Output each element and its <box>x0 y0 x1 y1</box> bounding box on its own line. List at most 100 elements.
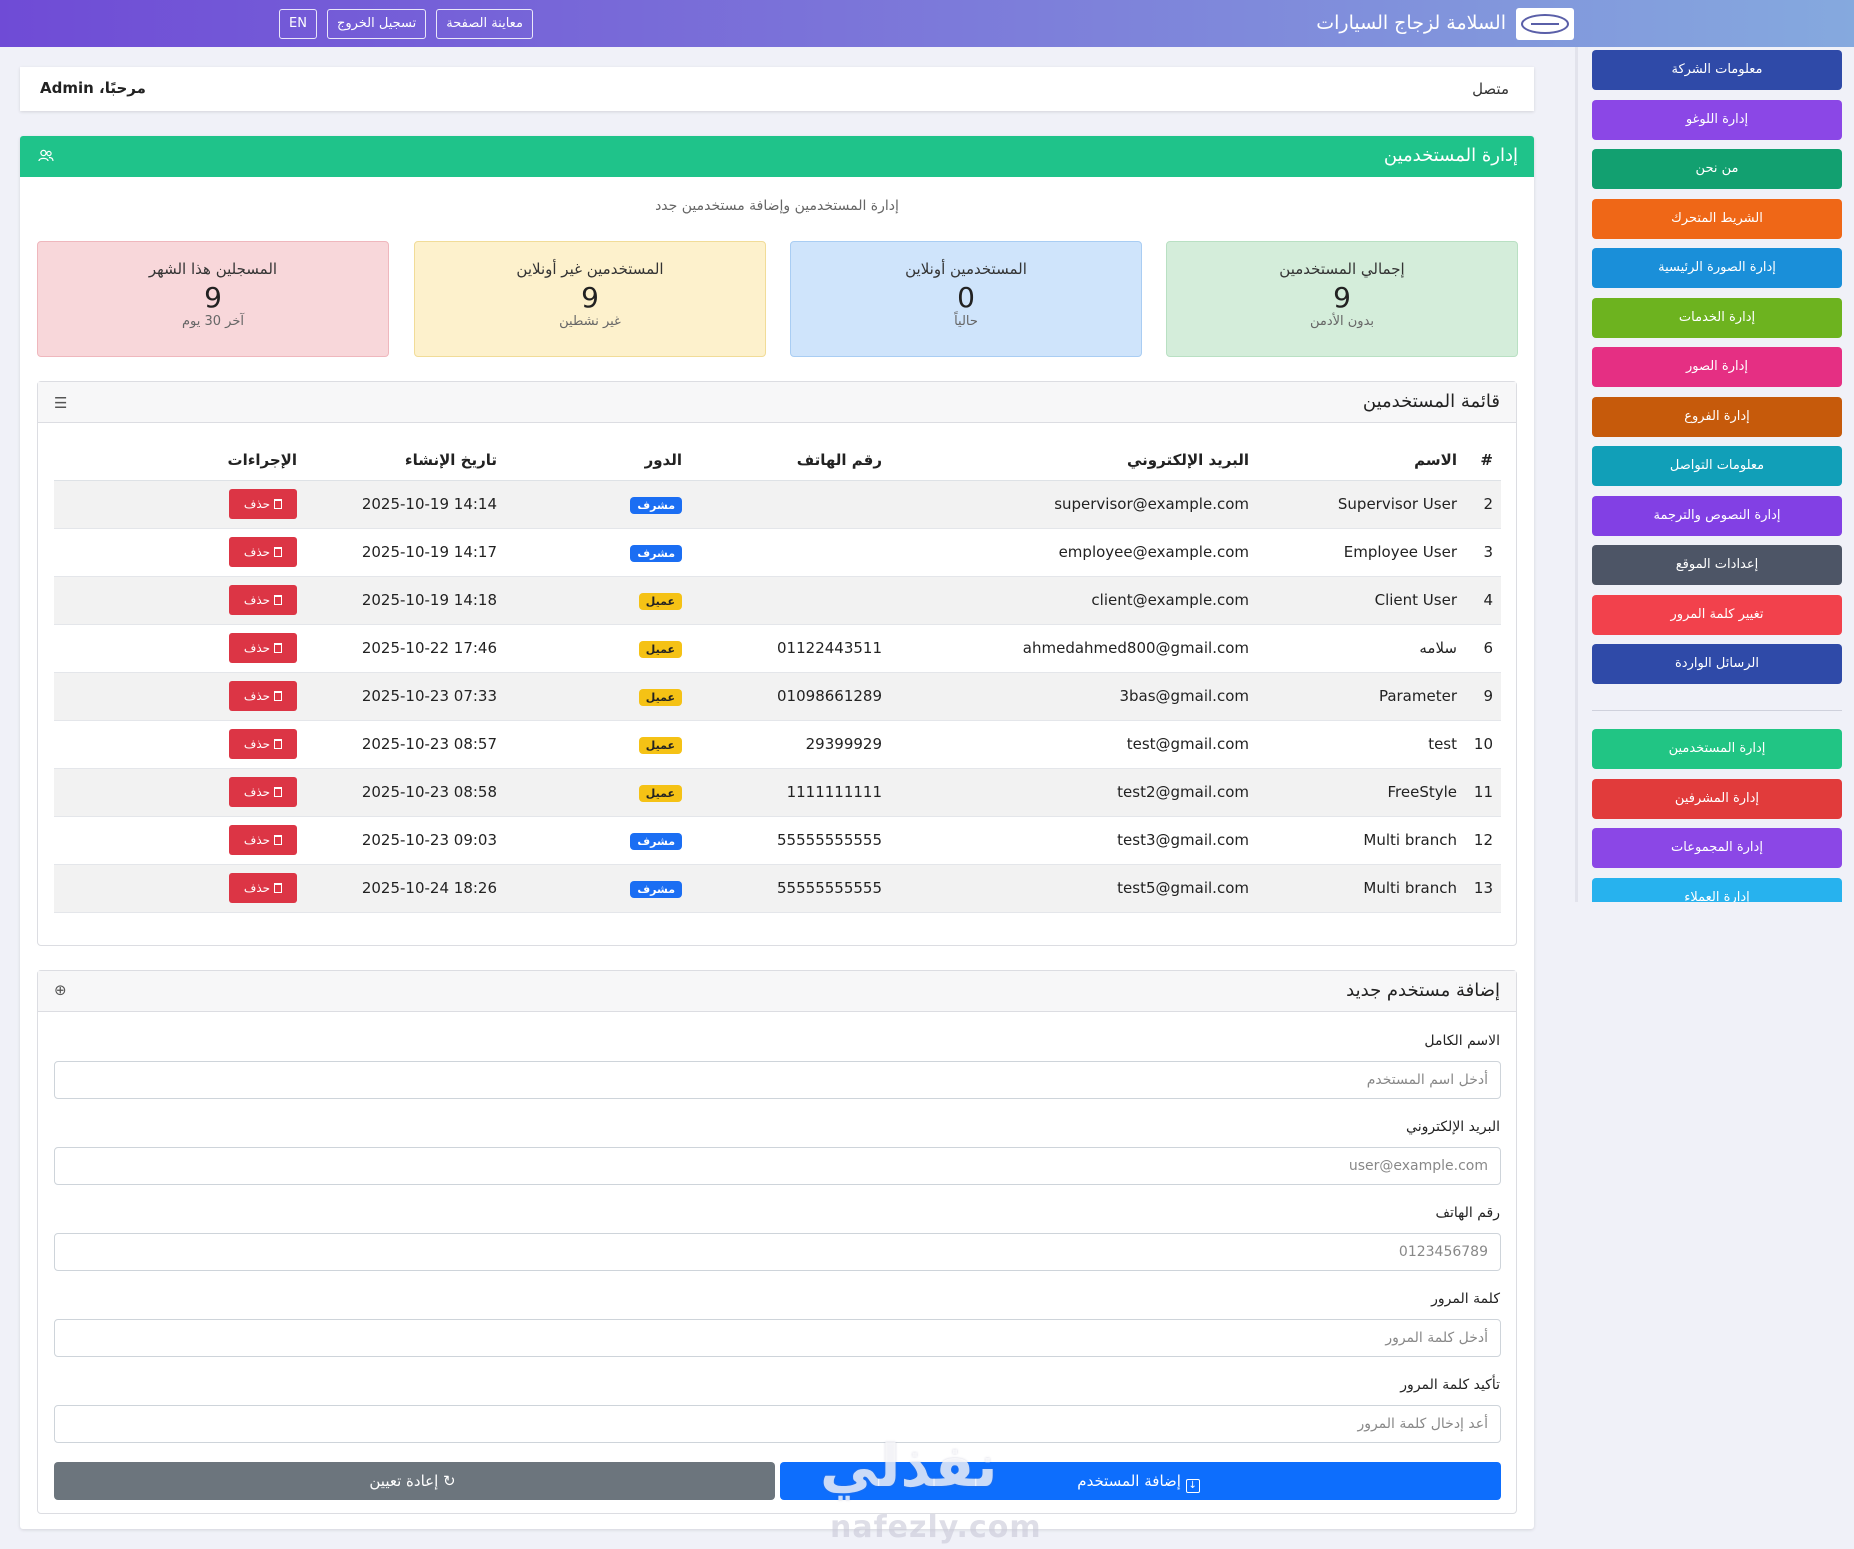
cell-name: Parameter <box>1257 672 1465 721</box>
sidebar-item[interactable]: إدارة اللوغو <box>1592 99 1842 140</box>
delete-button[interactable]: حذف <box>229 729 297 759</box>
cell-actions: حذف <box>54 480 305 529</box>
stat-value: 9 <box>1333 281 1351 314</box>
col-created: تاريخ الإنشاء <box>305 440 505 481</box>
fullname-input[interactable]: أدخل اسم المستخدم <box>54 1061 1501 1099</box>
cell-actions: حذف <box>54 624 305 673</box>
sidebar-item[interactable]: إدارة المستخدمين <box>1592 729 1842 769</box>
logout-button[interactable]: تسجيل الخروج <box>326 9 427 39</box>
delete-button[interactable]: حذف <box>229 777 297 807</box>
welcome-greeting: مرحبًا، Admin <box>40 79 146 97</box>
fullname-label: الاسم الكامل <box>1424 1033 1500 1049</box>
cell-id: 12 <box>1465 816 1501 865</box>
cell-name: test <box>1257 720 1465 769</box>
cell-created: 2025-10-24 18:26 <box>305 864 505 913</box>
delete-button[interactable]: حذف <box>229 585 297 615</box>
reset-button[interactable]: إعادة تعيين ↻ <box>54 1462 775 1500</box>
cell-id: 13 <box>1465 864 1501 913</box>
stat-total-users: إجمالي المستخدمين 9 بدون الأدمن <box>1166 241 1518 357</box>
cell-id: 9 <box>1465 672 1501 721</box>
cell-email: client@example.com <box>890 576 1257 625</box>
sidebar-item[interactable]: إدارة العملاء <box>1592 877 1842 902</box>
cell-created: 2025-10-23 07:33 <box>305 672 505 721</box>
cell-actions: حذف <box>54 720 305 769</box>
role-badge: عميل <box>638 592 682 610</box>
confirm-password-input[interactable]: أعد إدخال كلمة المرور <box>54 1405 1501 1443</box>
list-icon[interactable]: ☰ <box>54 394 68 412</box>
cell-created: 2025-10-19 14:18 <box>305 576 505 625</box>
brand-name: السلامة لزجاج السيارات <box>1316 12 1506 34</box>
delete-label: حذف <box>243 641 271 655</box>
delete-button[interactable]: حذف <box>229 537 297 567</box>
col-id: # <box>1465 440 1501 481</box>
trash-icon <box>274 547 283 557</box>
delete-button[interactable]: حذف <box>229 873 297 903</box>
sidebar-item[interactable]: إدارة الصور <box>1592 347 1842 387</box>
stat-label: المستخدمين غير أونلاين <box>516 260 664 278</box>
language-button[interactable]: EN <box>279 9 317 39</box>
top-bar: EN تسجيل الخروج معاينة الصفحة السلامة لز… <box>0 0 1854 47</box>
cell-actions: حذف <box>54 816 305 865</box>
table-row: 4 Client User client@example.com عميل 2025-1… <box>54 576 1501 625</box>
cell-email: test2@gmail.com <box>890 768 1257 817</box>
sidebar-item[interactable]: معلومات التواصل <box>1592 446 1842 486</box>
stat-value: 0 <box>957 281 975 314</box>
trash-icon <box>274 691 283 701</box>
cell-name: FreeStyle <box>1257 768 1465 817</box>
cell-id: 11 <box>1465 768 1501 817</box>
cell-actions: حذف <box>54 768 305 817</box>
cell-email: test5@gmail.com <box>890 864 1257 913</box>
delete-button[interactable]: حذف <box>229 633 297 663</box>
sidebar-item[interactable]: الشريط المتحرك <box>1592 198 1842 239</box>
cell-created: 2025-10-23 09:03 <box>305 816 505 865</box>
delete-button[interactable]: حذف <box>229 681 297 711</box>
cell-phone <box>690 528 890 577</box>
sidebar-item[interactable]: إدارة النصوص والترجمة <box>1592 495 1842 536</box>
sidebar-item[interactable]: إدارة المجموعات <box>1592 828 1842 868</box>
email-input[interactable]: user@example.com <box>54 1147 1501 1185</box>
sidebar-item[interactable]: إدارة الخدمات <box>1592 297 1842 338</box>
delete-button[interactable]: حذف <box>229 489 297 519</box>
cell-email: supervisor@example.com <box>890 480 1257 529</box>
cell-phone: 01098661289 <box>690 672 890 721</box>
add-user-title: إضافة مستخدم جديد <box>1346 980 1500 1001</box>
cell-id: 10 <box>1465 720 1501 769</box>
cell-phone: 55555555555 <box>690 816 890 865</box>
cell-email: ahmedahmed800@gmail.com <box>890 624 1257 673</box>
users-icon <box>38 149 54 162</box>
phone-input[interactable]: 0123456789 <box>54 1233 1501 1271</box>
cell-role: عميل <box>505 672 690 721</box>
cell-actions: حذف <box>54 672 305 721</box>
delete-label: حذف <box>243 593 271 607</box>
delete-button[interactable]: حذف <box>229 825 297 855</box>
role-badge: مشرف <box>630 880 682 898</box>
watermark-url: nafezly.com <box>830 1510 1042 1545</box>
add-circle-icon[interactable]: ⊕ <box>54 981 67 999</box>
email-label: البريد الإلكتروني <box>1406 1119 1500 1135</box>
stat-label: إجمالي المستخدمين <box>1279 260 1405 278</box>
sidebar-item[interactable]: الرسائل الواردة <box>1592 644 1842 684</box>
sidebar-item[interactable]: من نحن <box>1592 149 1842 189</box>
sidebar-item[interactable]: إعدادات الموقع <box>1592 545 1842 585</box>
sidebar-item[interactable]: إدارة الفروع <box>1592 396 1842 437</box>
cell-name: Supervisor User <box>1257 480 1465 529</box>
connection-status: متصل <box>1472 80 1509 98</box>
trash-icon <box>274 835 283 845</box>
add-user-button[interactable]: إضافة المستخدم ↓ <box>780 1462 1501 1500</box>
stat-caption: غير نشطين <box>559 314 621 329</box>
sidebar-item[interactable]: إدارة الصورة الرئيسية <box>1592 248 1842 288</box>
sidebar-item[interactable]: إدارة المشرفين <box>1592 778 1842 819</box>
watermark-logo: نفذلي <box>820 1432 998 1500</box>
preview-page-button[interactable]: معاينة الصفحة <box>436 9 533 39</box>
cell-created: 2025-10-22 17:46 <box>305 624 505 673</box>
role-badge: مشرف <box>630 544 682 562</box>
role-badge: عميل <box>638 736 682 754</box>
cell-phone <box>690 576 890 625</box>
sidebar-item[interactable]: معلومات الشركة <box>1592 50 1842 90</box>
add-user-card: إضافة مستخدم جديد ⊕ الاسم الكامل أدخل اس… <box>37 970 1517 1514</box>
cell-name: Client User <box>1257 576 1465 625</box>
sidebar-item[interactable]: تغيير كلمة المرور <box>1592 594 1842 635</box>
col-phone: رقم الهاتف <box>690 440 890 481</box>
password-input[interactable]: أدخل كلمة المرور <box>54 1319 1501 1357</box>
delete-label: حذف <box>243 737 271 751</box>
